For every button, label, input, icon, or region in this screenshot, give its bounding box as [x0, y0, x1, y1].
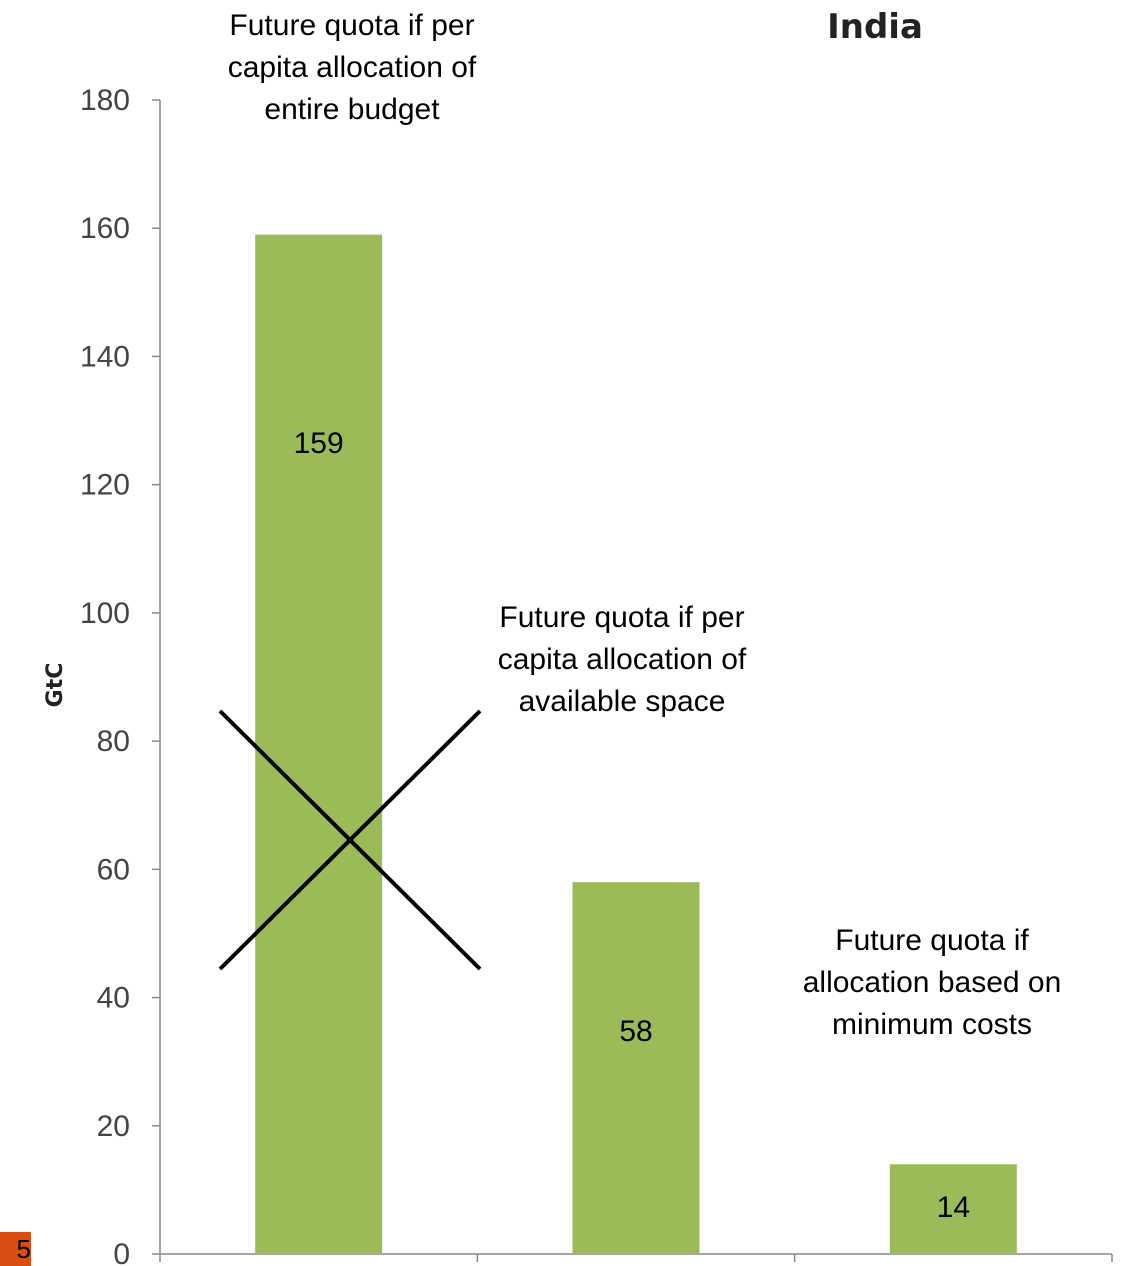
- chart-title: India: [827, 7, 923, 47]
- y-tick-label: 80: [97, 725, 130, 758]
- category-annotation-line: Future quota if per: [229, 9, 474, 42]
- category-annotation-line: capita allocation of: [228, 51, 477, 84]
- y-tick-label: 160: [80, 212, 130, 245]
- bar-value-label: 159: [294, 427, 344, 460]
- bar: [255, 234, 383, 1255]
- y-axis-label: GtC: [43, 663, 68, 708]
- category-annotations: Future quota if per capita allocation of e…: [228, 9, 1062, 1041]
- y-axis-ticks: 0 20 40 60 80 100 120 140 160 180: [80, 84, 160, 1266]
- category-annotation-line: minimum costs: [832, 1008, 1032, 1041]
- category-annotation-line: allocation based on: [803, 966, 1062, 999]
- y-tick-label: 140: [80, 340, 130, 373]
- y-tick-label: 40: [97, 982, 130, 1015]
- y-tick-label: 180: [80, 84, 130, 117]
- y-tick-label: 0: [113, 1238, 130, 1266]
- y-tick-label: 60: [97, 853, 130, 886]
- slide-number-badge: 5: [0, 1232, 31, 1266]
- bar: [572, 882, 700, 1254]
- cross-out-mark: [218, 709, 482, 971]
- bar-value-label: 14: [937, 1191, 970, 1224]
- bar-data-labels: 159 58 14: [294, 427, 970, 1224]
- category-annotation: Future quota if per capita allocation of a…: [498, 601, 747, 718]
- bars: [255, 234, 1017, 1255]
- y-tick-label: 120: [80, 469, 130, 502]
- category-annotation-line: available space: [519, 685, 726, 718]
- category-annotation-line: capita allocation of: [498, 643, 747, 676]
- category-annotation-line: entire budget: [264, 93, 440, 126]
- cross-stroke-2: [218, 709, 482, 971]
- x-axis-ticks: [159, 1254, 1113, 1262]
- category-annotation-line: Future quota if: [835, 924, 1029, 957]
- category-annotation: Future quota if per capita allocation of e…: [228, 9, 477, 126]
- bar-value-label: 58: [619, 1015, 652, 1048]
- category-annotation: Future quota if allocation based on minimu…: [803, 924, 1062, 1041]
- y-tick-label: 20: [97, 1110, 130, 1143]
- y-tick-label: 100: [80, 597, 130, 630]
- bar: [889, 1164, 1017, 1254]
- category-annotation-line: Future quota if per: [499, 601, 744, 634]
